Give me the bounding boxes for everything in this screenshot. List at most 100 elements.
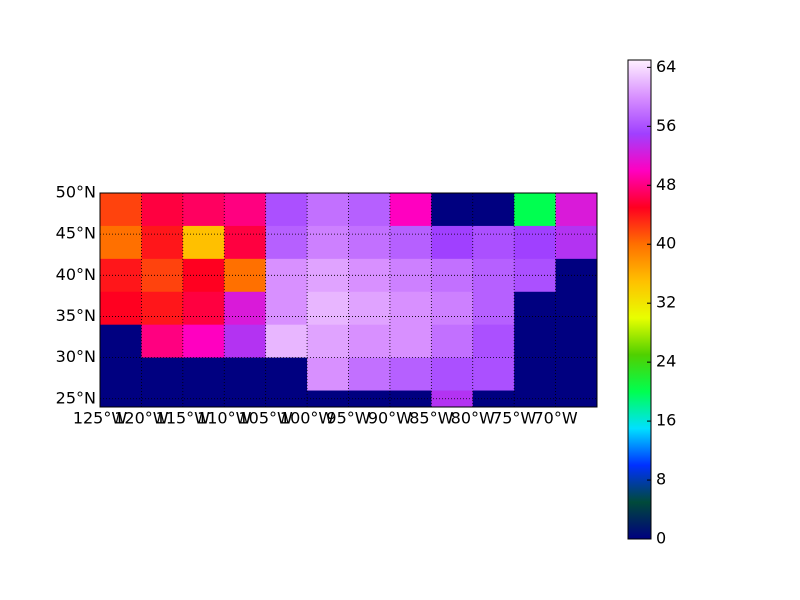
x-tick-label: 90°W bbox=[368, 409, 412, 428]
map-cell bbox=[389, 390, 432, 408]
map-cell bbox=[389, 324, 432, 359]
colorbar-tick-label: 8 bbox=[656, 470, 666, 489]
map-cell bbox=[514, 193, 557, 227]
map-cell bbox=[307, 291, 349, 326]
map-cell bbox=[224, 357, 267, 392]
map-cell bbox=[224, 324, 267, 359]
x-tick-label: 95°W bbox=[326, 409, 370, 428]
x-tick-label: 75°W bbox=[492, 409, 536, 428]
map-cell bbox=[182, 291, 225, 326]
x-tick-label: 120°W bbox=[114, 409, 169, 428]
map-cell bbox=[100, 225, 142, 260]
map-cell bbox=[348, 193, 391, 227]
map-cell bbox=[224, 225, 267, 260]
map-cell bbox=[431, 291, 474, 326]
map-cell bbox=[472, 291, 515, 326]
map-cell bbox=[141, 324, 184, 359]
map-cell bbox=[265, 193, 308, 227]
map-cell bbox=[431, 390, 474, 408]
map-cell bbox=[100, 390, 142, 408]
map-cell bbox=[348, 324, 391, 359]
map-cell bbox=[265, 357, 308, 392]
map-cell bbox=[224, 390, 267, 408]
map-cell bbox=[472, 357, 515, 392]
map-cell bbox=[555, 225, 598, 260]
map-cell bbox=[555, 390, 598, 408]
colorbar-tick-label: 64 bbox=[656, 57, 676, 76]
x-tick-label: 70°W bbox=[533, 409, 577, 428]
map-cell bbox=[472, 324, 515, 359]
map-cell bbox=[141, 225, 184, 260]
y-tick-label: 45°N bbox=[56, 224, 96, 243]
y-tick-label: 30°N bbox=[56, 347, 96, 366]
colorbar-tick-label: 32 bbox=[656, 293, 676, 312]
colorbar-tick-label: 24 bbox=[656, 352, 676, 371]
map-cell bbox=[472, 225, 515, 260]
map-cell bbox=[431, 357, 474, 392]
map-cell bbox=[141, 258, 184, 293]
y-tick-label: 40°N bbox=[56, 265, 96, 284]
map-cell bbox=[431, 225, 474, 260]
map-cell bbox=[555, 357, 598, 392]
map-cell bbox=[348, 291, 391, 326]
map-cell bbox=[555, 193, 598, 227]
map-cell bbox=[307, 357, 349, 392]
x-tick-label: 85°W bbox=[409, 409, 453, 428]
map-cell bbox=[182, 193, 225, 227]
map-cell bbox=[307, 193, 349, 227]
map-cell bbox=[265, 225, 308, 260]
x-tick-label: 110°W bbox=[197, 409, 252, 428]
x-tick-label: 80°W bbox=[451, 409, 495, 428]
map-cell bbox=[100, 193, 142, 227]
map-cell bbox=[514, 291, 557, 326]
map-cell bbox=[141, 193, 184, 227]
map-cell bbox=[182, 225, 225, 260]
map-cell bbox=[389, 357, 432, 392]
map-cell bbox=[555, 291, 598, 326]
map-cell bbox=[348, 225, 391, 260]
map-cell bbox=[182, 357, 225, 392]
map-frame bbox=[99, 192, 598, 408]
map-cell bbox=[348, 390, 391, 408]
map-cell bbox=[389, 225, 432, 260]
map-cell bbox=[265, 324, 308, 359]
map-cell bbox=[389, 291, 432, 326]
map-cell bbox=[307, 324, 349, 359]
colorbar bbox=[627, 59, 652, 540]
map-cell bbox=[348, 258, 391, 293]
colorbar-tick-label: 16 bbox=[656, 411, 676, 430]
colorbar-tick-label: 48 bbox=[656, 175, 676, 194]
map-cell bbox=[514, 357, 557, 392]
y-tick-label: 35°N bbox=[56, 306, 96, 325]
y-tick-label: 25°N bbox=[56, 388, 96, 407]
x-tick-label: 100°W bbox=[280, 409, 335, 428]
map-cell bbox=[431, 193, 474, 227]
map-cell bbox=[389, 193, 432, 227]
map-cell bbox=[431, 324, 474, 359]
map-cell bbox=[514, 324, 557, 359]
map-cell bbox=[141, 357, 184, 392]
map-cell bbox=[100, 357, 142, 392]
map-cell bbox=[555, 258, 598, 293]
map-cell bbox=[224, 193, 267, 227]
map-cell bbox=[307, 225, 349, 260]
map-cell bbox=[100, 324, 142, 359]
map-cell bbox=[224, 291, 267, 326]
map-cell bbox=[555, 324, 598, 359]
map-cell bbox=[472, 193, 515, 227]
map-cell bbox=[265, 291, 308, 326]
map-cell bbox=[348, 357, 391, 392]
map-cell bbox=[100, 291, 142, 326]
map-cell bbox=[182, 390, 225, 408]
map-cell bbox=[182, 258, 225, 293]
map-cell bbox=[182, 324, 225, 359]
map-cell bbox=[141, 291, 184, 326]
x-tick-label: 115°W bbox=[156, 409, 211, 428]
colorbar-tick-label: 40 bbox=[656, 234, 676, 253]
x-tick-label: 105°W bbox=[238, 409, 293, 428]
map-cell bbox=[514, 225, 557, 260]
colorbar-tick-label: 0 bbox=[656, 529, 666, 548]
map-cell bbox=[389, 258, 432, 293]
x-tick-label: 125°W bbox=[73, 409, 128, 428]
